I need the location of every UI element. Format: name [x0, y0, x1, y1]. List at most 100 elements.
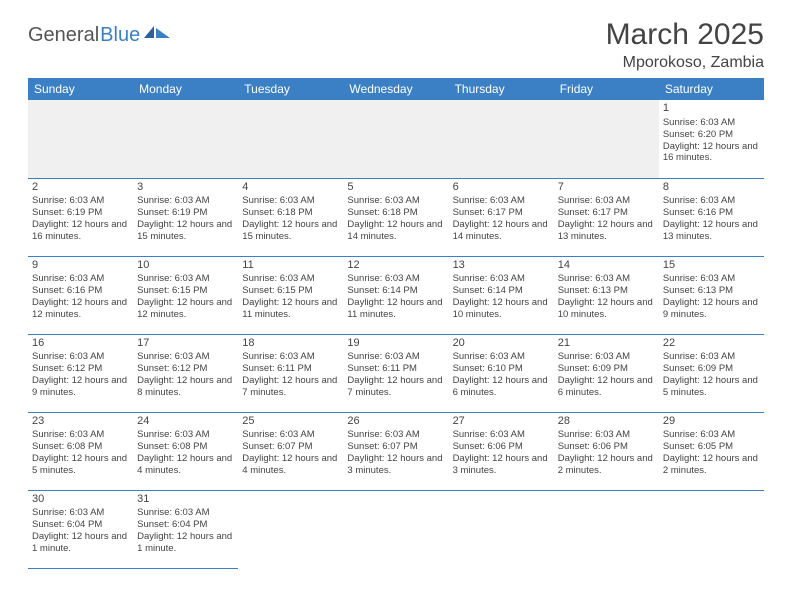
calendar-row: 23Sunrise: 6:03 AMSunset: 6:08 PMDayligh… — [28, 412, 764, 490]
sunrise-line: Sunrise: 6:03 AM — [558, 429, 655, 441]
daylight-line: Daylight: 12 hours and 1 minute. — [32, 531, 129, 555]
sunset-line: Sunset: 6:19 PM — [137, 207, 234, 219]
calendar-cell-empty — [659, 490, 764, 568]
calendar-cell-empty — [343, 490, 448, 568]
weekday-header: Friday — [554, 78, 659, 100]
calendar-table: SundayMondayTuesdayWednesdayThursdayFrid… — [28, 78, 764, 569]
day-number: 12 — [347, 259, 444, 273]
sunset-line: Sunset: 6:06 PM — [558, 441, 655, 453]
calendar-cell: 14Sunrise: 6:03 AMSunset: 6:13 PMDayligh… — [554, 256, 659, 334]
calendar-cell: 5Sunrise: 6:03 AMSunset: 6:18 PMDaylight… — [343, 178, 448, 256]
sunset-line: Sunset: 6:12 PM — [137, 363, 234, 375]
calendar-cell: 19Sunrise: 6:03 AMSunset: 6:11 PMDayligh… — [343, 334, 448, 412]
daylight-line: Daylight: 12 hours and 4 minutes. — [242, 453, 339, 477]
daylight-line: Daylight: 12 hours and 2 minutes. — [558, 453, 655, 477]
sunrise-line: Sunrise: 6:03 AM — [32, 429, 129, 441]
calendar-cell: 3Sunrise: 6:03 AMSunset: 6:19 PMDaylight… — [133, 178, 238, 256]
day-number: 18 — [242, 337, 339, 351]
logo-text-general: General — [28, 24, 99, 47]
daylight-line: Daylight: 12 hours and 6 minutes. — [558, 375, 655, 399]
daylight-line: Daylight: 12 hours and 9 minutes. — [32, 375, 129, 399]
calendar-cell: 4Sunrise: 6:03 AMSunset: 6:18 PMDaylight… — [238, 178, 343, 256]
sunrise-line: Sunrise: 6:03 AM — [663, 195, 760, 207]
day-number: 15 — [663, 259, 760, 273]
daylight-line: Daylight: 12 hours and 3 minutes. — [453, 453, 550, 477]
calendar-cell: 24Sunrise: 6:03 AMSunset: 6:08 PMDayligh… — [133, 412, 238, 490]
sunset-line: Sunset: 6:20 PM — [663, 129, 760, 141]
calendar-row: 30Sunrise: 6:03 AMSunset: 6:04 PMDayligh… — [28, 490, 764, 568]
calendar-cell-empty — [28, 100, 133, 178]
daylight-line: Daylight: 12 hours and 11 minutes. — [347, 297, 444, 321]
day-number: 31 — [137, 493, 234, 507]
calendar-cell-empty — [554, 490, 659, 568]
sunrise-line: Sunrise: 6:03 AM — [137, 507, 234, 519]
sunrise-line: Sunrise: 6:03 AM — [347, 429, 444, 441]
weekday-header: Thursday — [449, 78, 554, 100]
calendar-cell: 25Sunrise: 6:03 AMSunset: 6:07 PMDayligh… — [238, 412, 343, 490]
day-number: 14 — [558, 259, 655, 273]
sunset-line: Sunset: 6:06 PM — [453, 441, 550, 453]
day-number: 29 — [663, 415, 760, 429]
sunset-line: Sunset: 6:17 PM — [558, 207, 655, 219]
sunset-line: Sunset: 6:16 PM — [32, 285, 129, 297]
sunset-line: Sunset: 6:13 PM — [558, 285, 655, 297]
sunrise-line: Sunrise: 6:03 AM — [453, 429, 550, 441]
daylight-line: Daylight: 12 hours and 13 minutes. — [558, 219, 655, 243]
daylight-line: Daylight: 12 hours and 2 minutes. — [663, 453, 760, 477]
calendar-body: 1Sunrise: 6:03 AMSunset: 6:20 PMDaylight… — [28, 100, 764, 568]
day-number: 1 — [663, 102, 760, 116]
calendar-cell: 9Sunrise: 6:03 AMSunset: 6:16 PMDaylight… — [28, 256, 133, 334]
sunset-line: Sunset: 6:11 PM — [242, 363, 339, 375]
sunrise-line: Sunrise: 6:03 AM — [347, 351, 444, 363]
calendar-cell: 7Sunrise: 6:03 AMSunset: 6:17 PMDaylight… — [554, 178, 659, 256]
sunset-line: Sunset: 6:12 PM — [32, 363, 129, 375]
sunrise-line: Sunrise: 6:03 AM — [663, 273, 760, 285]
calendar-cell: 22Sunrise: 6:03 AMSunset: 6:09 PMDayligh… — [659, 334, 764, 412]
daylight-line: Daylight: 12 hours and 5 minutes. — [32, 453, 129, 477]
calendar-cell: 27Sunrise: 6:03 AMSunset: 6:06 PMDayligh… — [449, 412, 554, 490]
sunset-line: Sunset: 6:19 PM — [32, 207, 129, 219]
sunset-line: Sunset: 6:15 PM — [242, 285, 339, 297]
location-label: Mporokoso, Zambia — [606, 54, 764, 72]
calendar-cell: 30Sunrise: 6:03 AMSunset: 6:04 PMDayligh… — [28, 490, 133, 568]
month-title: March 2025 — [606, 18, 764, 52]
sunrise-line: Sunrise: 6:03 AM — [663, 351, 760, 363]
calendar-cell-empty — [449, 490, 554, 568]
weekday-header: Tuesday — [238, 78, 343, 100]
day-number: 22 — [663, 337, 760, 351]
sunrise-line: Sunrise: 6:03 AM — [558, 195, 655, 207]
daylight-line: Daylight: 12 hours and 10 minutes. — [558, 297, 655, 321]
day-number: 4 — [242, 181, 339, 195]
sunset-line: Sunset: 6:14 PM — [453, 285, 550, 297]
calendar-row: 9Sunrise: 6:03 AMSunset: 6:16 PMDaylight… — [28, 256, 764, 334]
calendar-row: 16Sunrise: 6:03 AMSunset: 6:12 PMDayligh… — [28, 334, 764, 412]
daylight-line: Daylight: 12 hours and 8 minutes. — [137, 375, 234, 399]
sunrise-line: Sunrise: 6:03 AM — [663, 117, 760, 129]
daylight-line: Daylight: 12 hours and 16 minutes. — [32, 219, 129, 243]
daylight-line: Daylight: 12 hours and 3 minutes. — [347, 453, 444, 477]
sunrise-line: Sunrise: 6:03 AM — [242, 429, 339, 441]
daylight-line: Daylight: 12 hours and 7 minutes. — [347, 375, 444, 399]
daylight-line: Daylight: 12 hours and 6 minutes. — [453, 375, 550, 399]
day-number: 10 — [137, 259, 234, 273]
calendar-cell: 6Sunrise: 6:03 AMSunset: 6:17 PMDaylight… — [449, 178, 554, 256]
calendar-cell: 8Sunrise: 6:03 AMSunset: 6:16 PMDaylight… — [659, 178, 764, 256]
calendar-cell: 20Sunrise: 6:03 AMSunset: 6:10 PMDayligh… — [449, 334, 554, 412]
weekday-header: Sunday — [28, 78, 133, 100]
day-number: 8 — [663, 181, 760, 195]
sunset-line: Sunset: 6:09 PM — [558, 363, 655, 375]
sunrise-line: Sunrise: 6:03 AM — [558, 273, 655, 285]
daylight-line: Daylight: 12 hours and 12 minutes. — [137, 297, 234, 321]
calendar-cell: 23Sunrise: 6:03 AMSunset: 6:08 PMDayligh… — [28, 412, 133, 490]
flag-icon — [144, 23, 172, 46]
sunrise-line: Sunrise: 6:03 AM — [453, 195, 550, 207]
sunset-line: Sunset: 6:17 PM — [453, 207, 550, 219]
calendar-cell: 2Sunrise: 6:03 AMSunset: 6:19 PMDaylight… — [28, 178, 133, 256]
day-number: 11 — [242, 259, 339, 273]
sunrise-line: Sunrise: 6:03 AM — [558, 351, 655, 363]
day-number: 7 — [558, 181, 655, 195]
calendar-cell: 15Sunrise: 6:03 AMSunset: 6:13 PMDayligh… — [659, 256, 764, 334]
sunrise-line: Sunrise: 6:03 AM — [137, 195, 234, 207]
logo: General Blue — [28, 18, 172, 47]
sunset-line: Sunset: 6:10 PM — [453, 363, 550, 375]
